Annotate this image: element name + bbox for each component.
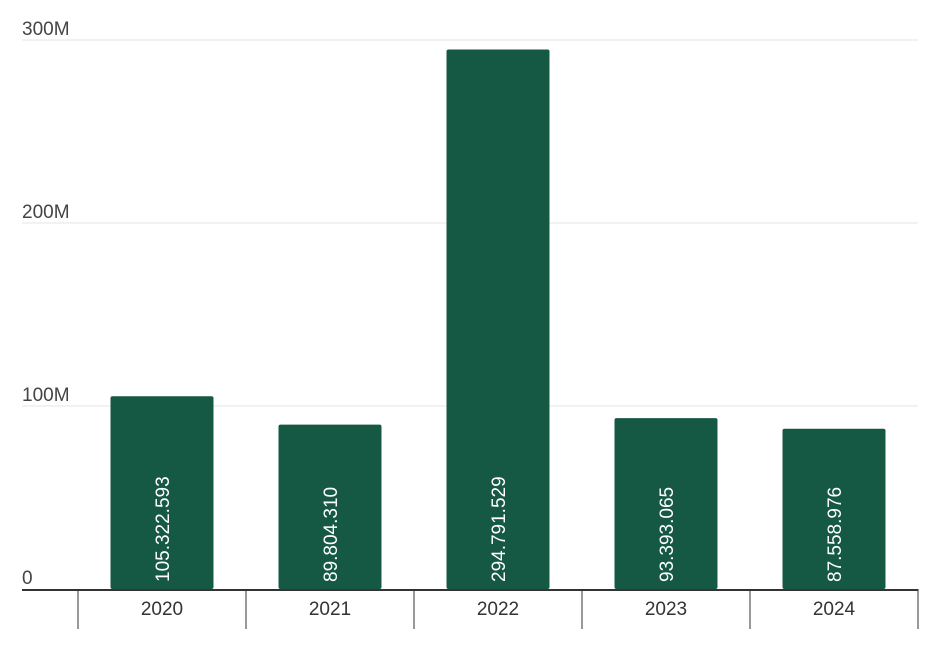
bars: [110, 49, 886, 590]
y-axis-tick-labels: 0 100M 200M 300M: [22, 19, 70, 589]
bar-2022: [446, 49, 550, 590]
x-tick-label: 2021: [309, 599, 351, 620]
bar-value-label: 105.322.593: [153, 476, 174, 582]
bar-2024: [782, 428, 886, 589]
x-axis: [22, 589, 919, 629]
x-tick-label: 2023: [645, 599, 687, 620]
bar-value-label: 294.791.529: [489, 476, 510, 582]
y-tick-label: 200M: [22, 202, 70, 223]
y-tick-label: 300M: [22, 19, 70, 40]
x-axis-tick-labels: 2020 2021 2022 2023 2024: [141, 599, 856, 620]
bar-2021: [278, 424, 382, 589]
x-tick-label: 2022: [477, 599, 519, 620]
y-tick-label: 0: [22, 568, 33, 589]
bar-value-label: 87.558.976: [825, 487, 846, 582]
x-tick-label: 2024: [813, 599, 856, 620]
bar-value-label: 89.804.310: [321, 487, 342, 582]
y-tick-label: 100M: [22, 385, 70, 406]
bar-2023: [614, 418, 718, 589]
x-tick-label: 2020: [141, 599, 183, 620]
bar-2020: [110, 396, 214, 589]
bar-value-labels: 105.322.593 89.804.310 294.791.529 93.393.0…: [153, 476, 846, 582]
bar-value-label: 93.393.065: [657, 487, 678, 582]
